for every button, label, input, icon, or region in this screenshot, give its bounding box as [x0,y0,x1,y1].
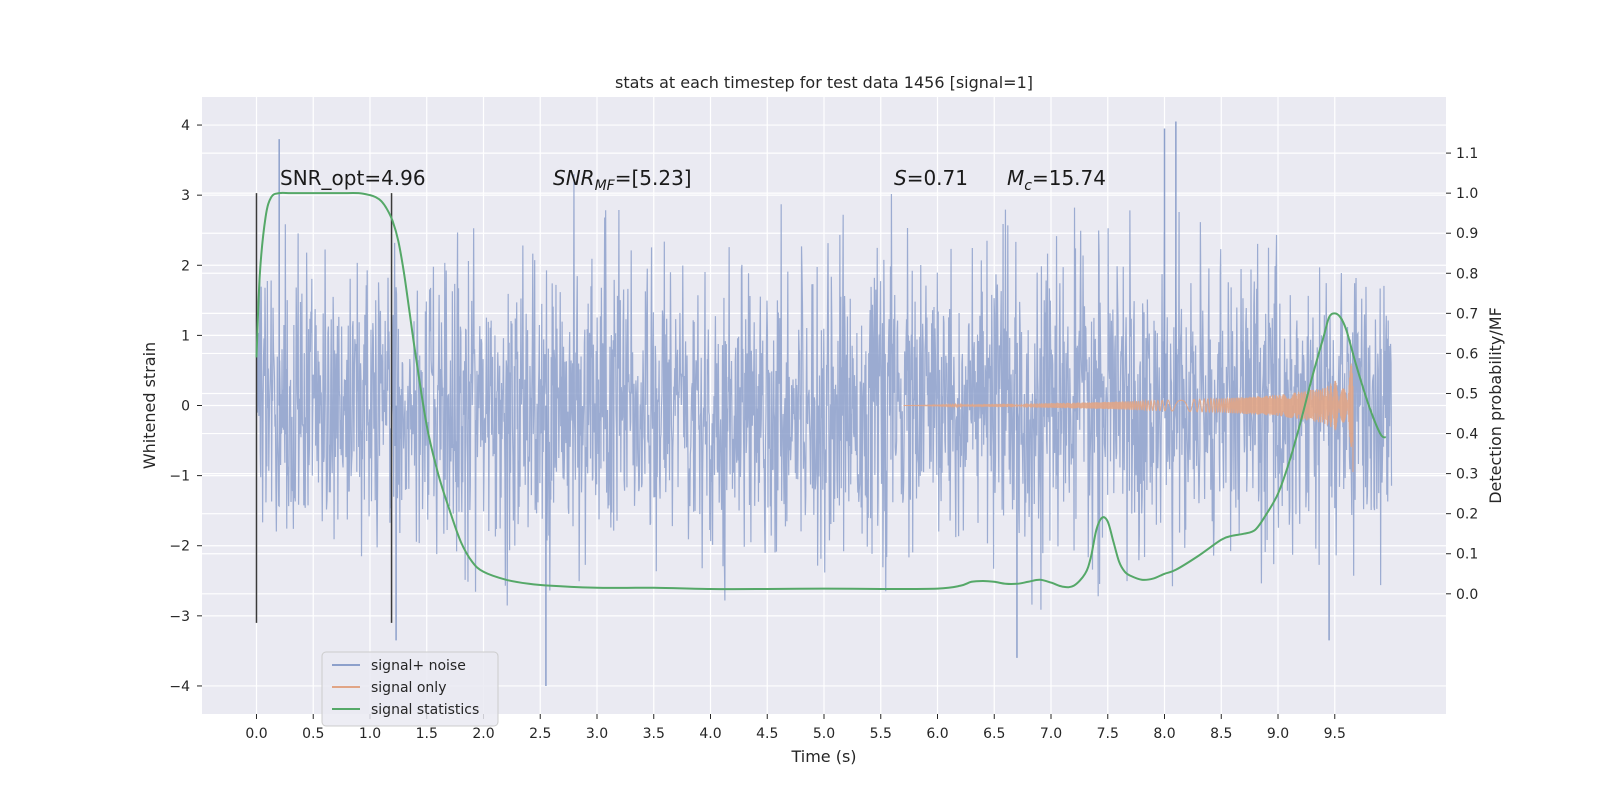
x-tick-label: 6.0 [926,726,948,742]
legend-label-signal-only: signal only [371,680,446,696]
signal-noise-line [255,174,1393,610]
y-right-tick-label: 0.6 [1456,346,1478,362]
x-tick-label: 4.0 [699,726,721,742]
annotation-snr-opt: SNR_opt=4.96 [280,166,426,190]
y-right-tick-label: 0.3 [1456,467,1478,483]
annotation-s: S=0.71 [894,166,968,190]
annotation-snr-mf-rest: =[5.23] [615,166,692,190]
y-right-tick-label: 0.9 [1456,226,1478,242]
x-tick-label: 1.5 [416,726,438,742]
y-right-tick-label: 0.0 [1456,587,1478,603]
x-tick-label: 5.5 [870,726,892,742]
annotation-snr-mf-main: SNR [553,166,595,190]
y-right-axis-label: Detection probability/MF [1486,307,1505,504]
x-tick-label: 2.0 [472,726,494,742]
annotation-mc-sub: c [1024,178,1032,194]
x-tick-label: 1.0 [359,726,381,742]
y-tick-label: −4 [169,679,190,695]
y-right-tick-label: 0.4 [1456,427,1478,443]
x-tick-label: 0.0 [245,726,267,742]
x-tick-label: 7.0 [1040,726,1062,742]
signal-statistics-line [255,191,1387,591]
series-signal-only [903,363,1354,473]
x-tick-label: 5.0 [813,726,835,742]
annotation-snr-mf: SNRMF=[5.23] [553,166,692,194]
annotation-s-main: S [894,166,907,190]
y-right-tick-label: 0.2 [1456,507,1478,523]
y-tick-label: −2 [169,539,190,555]
axes: 0.0 0.5 1.0 1.5 2.0 2.5 3.0 3.5 4.0 4.5 5.0 5.5 6.0 6… [169,118,1478,742]
y-tick-label: 1 [181,328,190,344]
signal-only-line [903,363,1354,473]
x-tick-label: 6.5 [983,726,1005,742]
y-tick-label: 4 [181,118,190,134]
x-tick-label: 8.5 [1210,726,1232,742]
legend: signal+ noise signal only signal statist… [321,651,499,727]
annotation-mc-main: M [1007,166,1024,190]
annotation-mc: Mc=15.74 [1007,166,1106,194]
y-tick-label: 0 [181,399,190,415]
y-right-tick-label: 0.1 [1456,547,1478,563]
legend-label-signal-noise: signal+ noise [371,658,466,674]
x-tick-label: 0.5 [302,726,324,742]
x-tick-label: 9.0 [1267,726,1289,742]
annotation-mc-rest: =15.74 [1032,166,1106,190]
chart-title: stats at each timestep for test data 145… [615,73,1033,92]
x-tick-label: 3.0 [586,726,608,742]
y-right-tick-label: 0.5 [1456,386,1478,402]
legend-label-signal-statistics: signal statistics [371,702,479,718]
y-tick-label: −3 [169,609,190,625]
x-tick-label: 4.5 [756,726,778,742]
y-tick-label: 3 [181,188,190,204]
x-tick-label: 3.5 [643,726,665,742]
y-right-tick-label: 0.8 [1456,266,1478,282]
x-axis-label: Time (s) [790,747,856,766]
y-tick-label: −1 [169,469,190,485]
marker-lines [255,193,393,623]
y-right-tick-label: 0.7 [1456,306,1478,322]
series-signal-statistics [255,191,1387,591]
x-tick-label: 9.5 [1324,726,1346,742]
legend-box [321,651,499,727]
x-tick-label: 8.0 [1153,726,1175,742]
annotation-s-rest: =0.71 [907,166,968,190]
y-axis-label: Whitened strain [140,342,159,469]
x-tick-label: 2.5 [529,726,551,742]
series-signal-noise [255,121,1393,686]
x-tick-label: 7.5 [1097,726,1119,742]
annotation-snr-mf-sub: MF [595,178,616,194]
y-tick-label: 2 [181,258,190,274]
y-right-tick-label: 1.1 [1456,146,1478,162]
y-right-tick-label: 1.0 [1456,186,1478,202]
